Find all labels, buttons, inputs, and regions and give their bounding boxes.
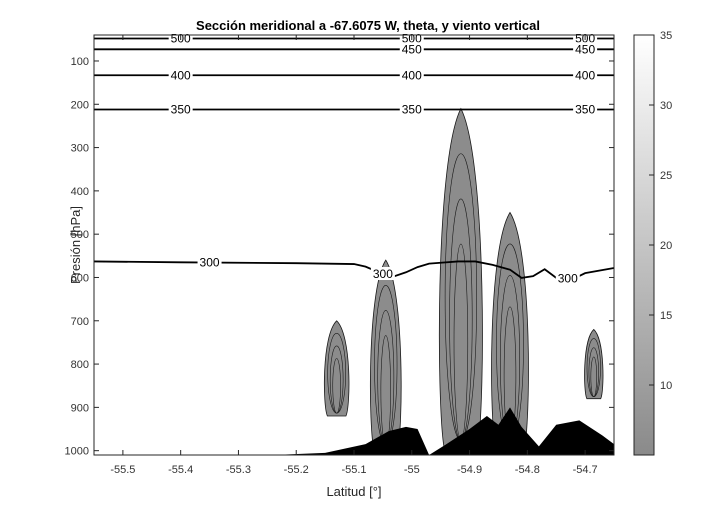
y-tick-label: 300 [71,143,89,155]
theta-line-300 [93,260,615,280]
colorbar-tick-label: 15 [660,310,672,322]
x-tick-label: -54.9 [457,464,482,476]
x-tick-label: -54.7 [573,464,598,476]
x-tick-label: -55.1 [341,464,366,476]
contour-label-bg [573,68,598,82]
y-axis: 100 200 300 400 500 600 700 800 900 1000 [65,56,614,458]
x-tick-label: -55.5 [110,464,135,476]
contour-label-bg [573,102,598,116]
colorbar-ticks: 10 15 20 25 30 35 [649,30,672,392]
contour-label-bg [573,42,598,56]
x-axis: -55.5 -55.4 -55.3 -55.2 -55.1 -55 -54.9 -54.8 -5… [110,35,598,476]
wind-isoline [332,358,341,414]
x-tick-label: -54.8 [515,464,540,476]
y-tick-label: 700 [71,316,89,328]
theta-label-300: 300 [558,271,578,285]
wind-isoline [590,356,598,397]
y-axis-label: Presión [hPa] [68,206,83,284]
contour-label-bg [399,68,424,82]
theta-label-300: 300 [373,267,393,281]
theta-label-300: 300 [200,256,220,270]
theta-label-450: 450 [402,42,422,56]
theta-label-350: 350 [171,102,191,116]
y-tick-label: 200 [71,99,89,111]
y-tick-label: 400 [71,186,89,198]
y-tick-label: 600 [71,272,89,284]
y-tick-label: 500 [71,229,89,241]
contour-label-bg [370,267,395,281]
theta-label-350: 350 [402,102,422,116]
chart-title: Sección meridional a -67.6075 W, theta, … [196,18,540,33]
x-tick-label: -55.3 [226,464,251,476]
theta-label-400: 400 [402,68,422,82]
y-tick-label: 900 [71,402,89,414]
x-axis-label: Latitud [°] [326,484,381,499]
theta-label-400: 400 [575,68,595,82]
contour-label-bg [555,271,580,285]
x-tick-label: -55 [404,464,420,476]
theta-label-400: 400 [171,68,191,82]
x-tick-label: -55.4 [168,464,193,476]
terrain [273,407,614,455]
contour-label-bg [168,102,193,116]
colorbar: 10 15 20 25 30 35 [633,30,672,456]
y-tick-label: 800 [71,359,89,371]
contour-label-bg [399,42,424,56]
contour-label-bg [197,255,222,269]
colorbar-tick-label: 35 [660,30,672,42]
theta-label-350: 350 [575,102,595,116]
colorbar-tick-label: 30 [660,100,672,112]
plot-background [94,35,614,455]
vertical-wind-field [323,107,604,452]
x-tick-label: -55.2 [284,464,309,476]
y-tick-label: 100 [71,56,89,68]
theta-label-450: 450 [575,42,595,56]
y-tick-label: 1000 [65,446,89,458]
colorbar-tick-label: 25 [660,170,672,182]
colorbar-tick-label: 10 [660,380,672,392]
colorbar-tick-label: 20 [660,240,672,252]
contour-label-bg [168,68,193,82]
terrain-fill [273,407,614,455]
contour-label-bg [399,102,424,116]
